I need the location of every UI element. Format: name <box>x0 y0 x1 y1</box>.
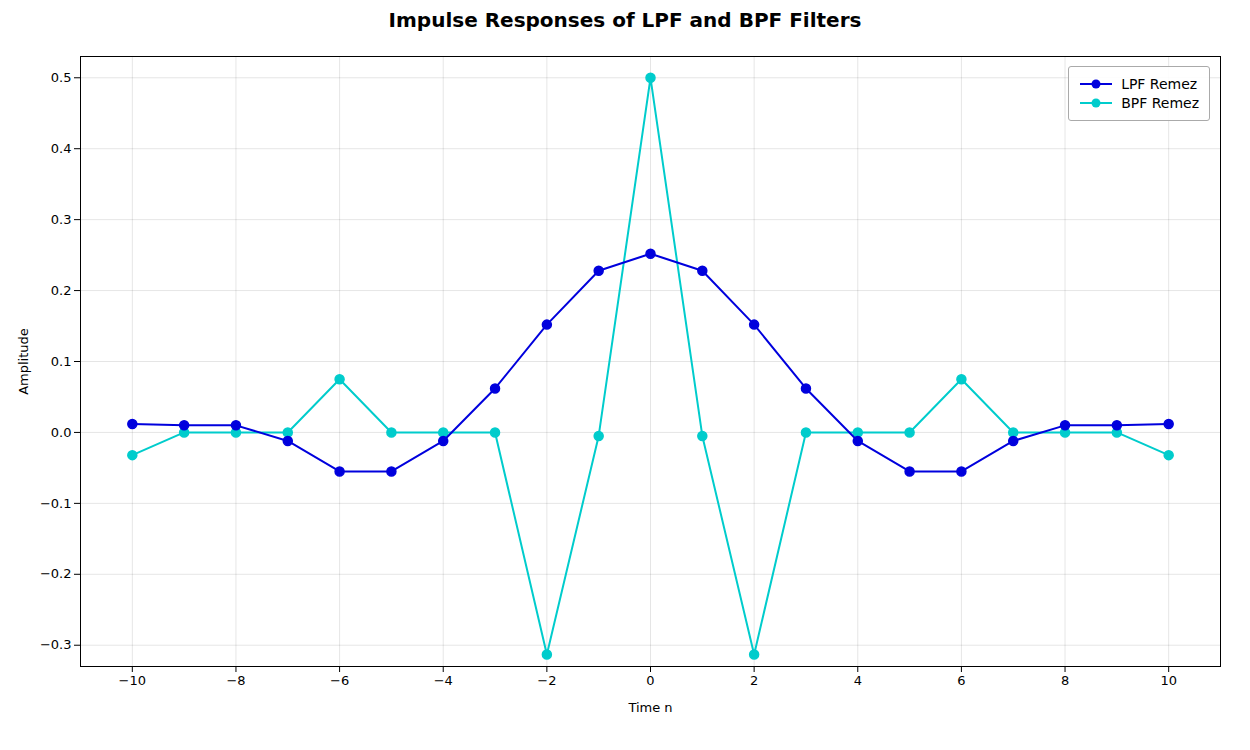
html-text:LPF Remez: LPF Remez <box>1121 76 1198 92</box>
svg-text:−2: −2 <box>537 673 556 688</box>
svg-text:Amplitude: Amplitude <box>16 328 31 395</box>
svg-text:−0.3: −0.3 <box>40 637 72 652</box>
svg-text:0.0: 0.0 <box>51 425 72 440</box>
svg-text:0.2: 0.2 <box>51 283 72 298</box>
svg-text:0: 0 <box>646 673 654 688</box>
svg-text:−0.1: −0.1 <box>40 496 72 511</box>
svg-text:Time n: Time n <box>627 700 672 715</box>
svg-text:−0.2: −0.2 <box>40 566 72 581</box>
svg-text:−10: −10 <box>119 673 146 688</box>
svg-text:−8: −8 <box>226 673 245 688</box>
html-text:BPF Remez: BPF Remez <box>1121 95 1199 111</box>
html-text:Impulse Responses of LPF and B: Impulse Responses of LPF and BPF Filters <box>388 8 862 32</box>
svg-text:0.3: 0.3 <box>51 212 72 227</box>
svg-text:−4: −4 <box>434 673 453 688</box>
svg-text:6: 6 <box>957 673 965 688</box>
svg-text:8: 8 <box>1061 673 1069 688</box>
svg-text:10: 10 <box>1160 673 1177 688</box>
svg-text:−6: −6 <box>330 673 349 688</box>
svg-text:0.1: 0.1 <box>51 354 72 369</box>
svg-text:0.4: 0.4 <box>51 141 72 156</box>
svg-text:0.5: 0.5 <box>51 70 72 85</box>
svg-text:4: 4 <box>854 673 862 688</box>
svg-text:2: 2 <box>750 673 758 688</box>
